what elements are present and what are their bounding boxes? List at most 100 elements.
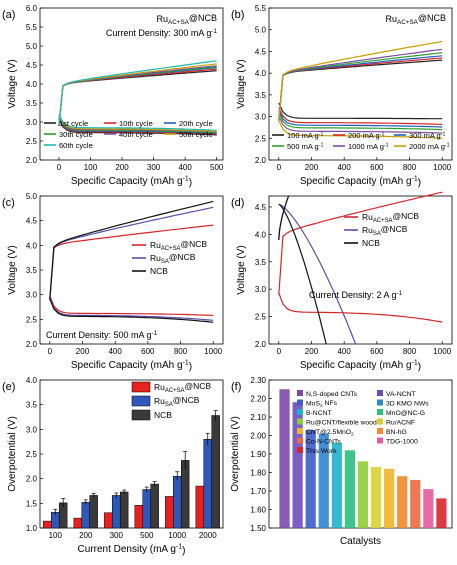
bar <box>410 479 421 528</box>
legend-swatch <box>297 428 303 434</box>
x-tick-label: 400 <box>337 347 351 356</box>
legend-swatch <box>297 437 303 444</box>
bar <box>344 450 356 528</box>
x-tick-label: 800 <box>174 347 188 356</box>
plot-frame <box>268 195 453 345</box>
bar <box>195 485 205 529</box>
series-line-discharge <box>278 203 357 345</box>
legend-label: Ru@CNT/flexible wood <box>306 420 377 427</box>
x-tick-label: 500 <box>140 531 154 540</box>
y-axis-title: Voltage (V) <box>236 59 247 108</box>
y-tick-label: 2.10 <box>250 413 266 422</box>
bar <box>104 512 113 529</box>
bar <box>81 502 90 529</box>
bar <box>73 517 83 529</box>
legend-label: 300 mA g-1 <box>409 131 445 140</box>
legend-label: VA-NCNT <box>386 391 416 398</box>
panel-label: (f) <box>231 381 241 393</box>
series-line-discharge <box>58 117 217 134</box>
series-line-discharge <box>278 107 443 125</box>
y-tick-label: 4.5 <box>255 203 267 212</box>
x-axis-title: Specific Capacity (mAh g-1) <box>71 360 192 373</box>
bar <box>436 498 447 528</box>
y-tick-label: 1.0 <box>26 524 38 533</box>
x-tick-label: 400 <box>337 163 351 172</box>
series-line-charge <box>58 63 217 126</box>
legend-swatch <box>297 399 303 406</box>
legend-label: RuSA@NCB <box>154 395 200 408</box>
y-tick-label: 2.5 <box>255 134 267 143</box>
y-tick-label: 1.80 <box>250 469 266 478</box>
panel-label: (a) <box>2 9 15 21</box>
x-tick-label: 1000 <box>204 347 222 356</box>
y-tick-label: 2.0 <box>255 340 267 349</box>
bar <box>165 496 174 529</box>
y-tick-label: 4.0 <box>255 230 267 239</box>
bar <box>112 495 121 529</box>
bar <box>370 466 382 528</box>
legend-label: N,S-doped CNTs <box>306 391 358 398</box>
x-tick-label: 400 <box>108 347 122 356</box>
legend-label: BN-hG <box>386 429 407 436</box>
legend-label: 3D KMO NWs <box>386 401 429 408</box>
bar <box>43 520 52 529</box>
y-tick-label: 5.5 <box>255 4 267 13</box>
annotation-current-density: Current Density: 500 mA g-1 <box>46 330 158 340</box>
y-axis-title: Overpotential (V) <box>230 416 241 492</box>
y-axis-title: Overpotential (V) <box>7 416 18 492</box>
legend-label: 500 mA g-1 <box>287 142 323 151</box>
x-tick-label: 600 <box>370 347 384 356</box>
y-tick-label: 6.0 <box>26 4 38 13</box>
legend-swatch <box>377 418 383 425</box>
legend-swatch <box>131 381 151 393</box>
panel-3 <box>39 195 224 345</box>
bar <box>305 429 316 528</box>
bar <box>173 475 182 529</box>
bar <box>279 389 290 528</box>
y-tick-label: 1.5 <box>26 499 38 508</box>
bar <box>397 476 408 528</box>
legend-swatch <box>297 390 303 396</box>
y-tick-label: 3.5 <box>255 258 267 267</box>
legend-label: 100 mA g-1 <box>287 131 323 140</box>
bar <box>384 468 395 528</box>
x-axis-title: Specific Capacity (mAh g-1) <box>300 176 421 189</box>
y-tick-label: 2.0 <box>255 156 267 165</box>
panel-label: (e) <box>2 381 15 393</box>
legend-label: MnO@NC-G <box>386 410 425 417</box>
x-tick-label: 500 <box>210 163 224 172</box>
legend-label: RuSA@NCB <box>362 224 408 237</box>
y-tick-label: 3.5 <box>26 99 38 108</box>
bar <box>142 489 151 529</box>
legend-label: 10th cycle <box>119 119 153 128</box>
legend-swatch <box>131 409 151 421</box>
series-line-discharge <box>278 292 443 323</box>
series-line-charge <box>49 200 214 300</box>
legend-label: CNT@2.5MnO2 <box>306 429 354 438</box>
x-tick-label: 0 <box>277 347 282 356</box>
x-tick-label: 0 <box>48 347 53 356</box>
bar <box>423 489 434 528</box>
series-line-charge <box>278 48 443 121</box>
plot-frame <box>39 195 224 345</box>
y-tick-label: 1.60 <box>250 506 266 515</box>
bar <box>134 505 144 529</box>
x-tick-label: 2000 <box>199 531 217 540</box>
y-tick-label: 3.0 <box>255 113 267 122</box>
y-tick-label: 4.0 <box>26 80 38 89</box>
y-tick-label: 1.90 <box>250 450 266 459</box>
legend-label: 2000 mA g-1 <box>409 142 450 151</box>
panel-label: (d) <box>231 197 244 209</box>
series-line-discharge <box>278 102 443 120</box>
y-tick-label: 5.0 <box>26 192 38 201</box>
legend-label: This Work <box>306 448 337 455</box>
legend-label: RuAC+SA@NCB <box>362 211 419 224</box>
series-line-charge <box>278 52 443 121</box>
y-tick-label: 2.5 <box>26 450 38 459</box>
legend-label: B-NCNT <box>306 410 332 417</box>
x-tick-label: 600 <box>141 347 155 356</box>
x-tick-label: 300 <box>110 531 124 540</box>
legend-label: 1000 mA g-1 <box>348 142 389 151</box>
panel-4 <box>268 191 453 345</box>
